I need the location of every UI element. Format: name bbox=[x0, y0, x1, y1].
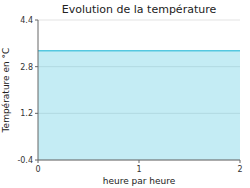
y-tick bbox=[35, 66, 38, 67]
x-tick bbox=[240, 160, 241, 163]
x-tick-label: 0 bbox=[35, 165, 40, 174]
y-tick-label: 1.2 bbox=[20, 109, 33, 118]
y-axis-label: Température en °C bbox=[1, 48, 11, 134]
y-tick-label: 2.8 bbox=[20, 63, 33, 72]
grid-line bbox=[38, 20, 240, 21]
y-tick-label: 4.4 bbox=[20, 16, 33, 25]
title: Evolution de la température bbox=[62, 3, 217, 16]
x-axis-label: heure par heure bbox=[103, 176, 176, 186]
area-line bbox=[38, 50, 240, 52]
x-tick-label: 1 bbox=[136, 165, 141, 174]
plot-area bbox=[38, 51, 240, 160]
chart-container: -0.4 1.2 2.8 4.4 0 1 2 Evolution de la températ… bbox=[0, 0, 250, 188]
chart: -0.4 1.2 2.8 4.4 0 1 2 Evolution de la températ… bbox=[0, 0, 250, 188]
y-axis bbox=[38, 20, 39, 160]
x-tick bbox=[139, 160, 140, 163]
x-tick bbox=[38, 160, 39, 163]
x-tick-label: 2 bbox=[237, 165, 242, 174]
area-fill bbox=[38, 51, 240, 160]
y-tick bbox=[35, 20, 38, 21]
y-tick-label: -0.4 bbox=[17, 156, 33, 165]
y-tick bbox=[35, 113, 38, 114]
